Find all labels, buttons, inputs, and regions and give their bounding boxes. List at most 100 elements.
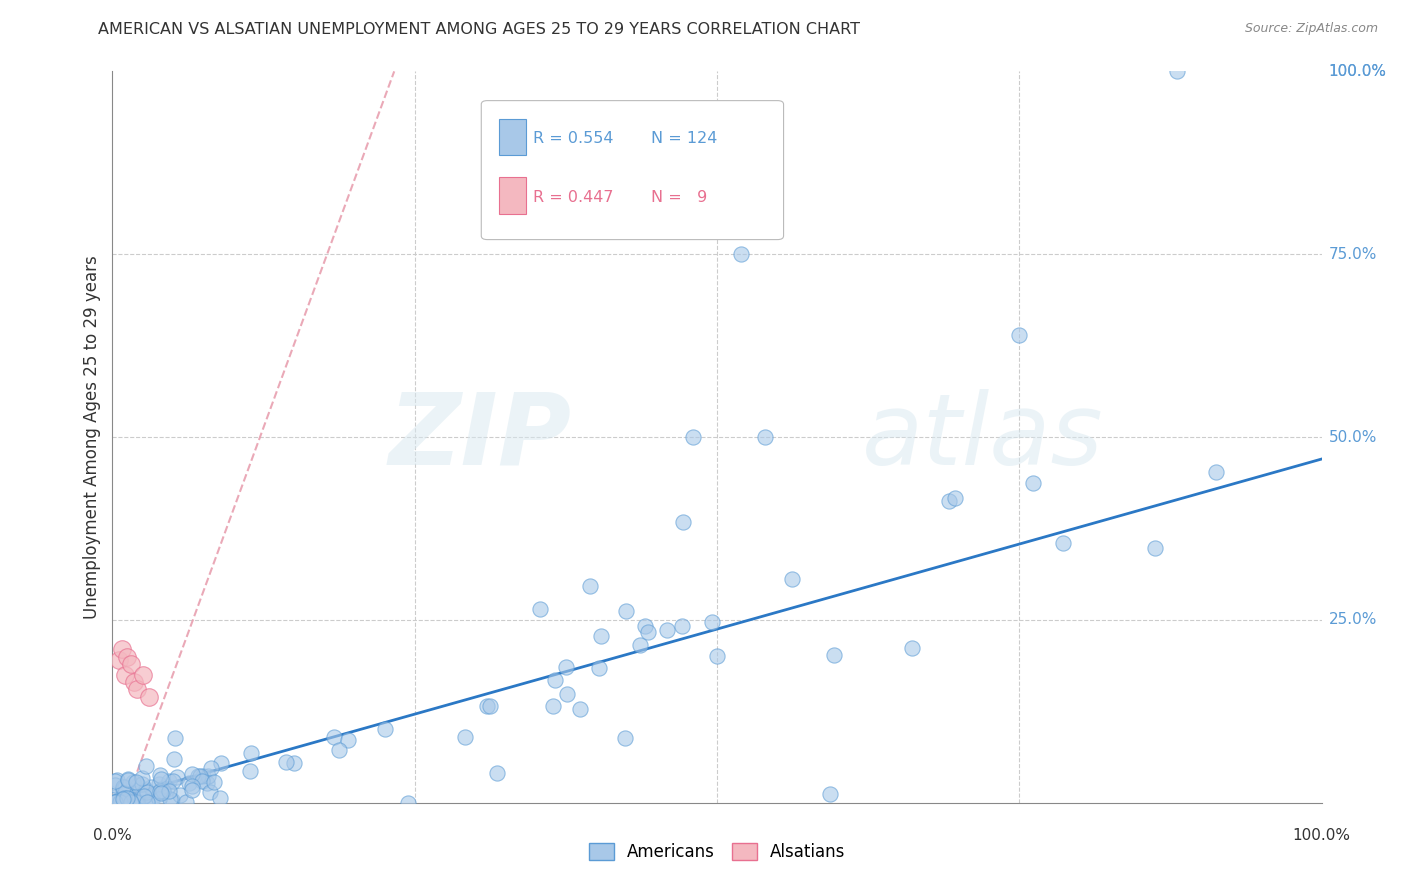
Point (200, 761, 222, 775)
Point (138, 690, 160, 704)
Point (191, 774, 214, 789)
Point (112, 780, 135, 795)
Text: R = 0.447: R = 0.447 (533, 190, 614, 204)
Point (117, 773, 139, 788)
Point (568, 701, 591, 715)
Point (114, 794, 136, 808)
Text: AMERICAN VS ALSATIAN UNEMPLOYMENT AMONG AGES 25 TO 29 YEARS CORRELATION CHART: AMERICAN VS ALSATIAN UNEMPLOYMENT AMONG … (98, 22, 860, 37)
Point (166, 770, 188, 784)
Point (157, 784, 180, 798)
Point (104, 774, 127, 789)
Point (165, 731, 187, 745)
Text: 50.0%: 50.0% (1329, 430, 1376, 444)
Point (136, 795, 159, 809)
Point (135, 782, 157, 797)
Point (104, 789, 127, 804)
Point (454, 730, 477, 744)
Point (614, 604, 637, 618)
Point (628, 638, 651, 652)
Point (111, 642, 134, 657)
Point (115, 790, 138, 805)
Point (159, 791, 181, 805)
Point (115, 795, 138, 809)
Text: 0.0%: 0.0% (93, 828, 132, 843)
Point (124, 795, 146, 809)
Point (1205, 465, 1227, 479)
Point (197, 769, 219, 783)
Point (125, 682, 148, 697)
Point (124, 795, 146, 809)
Point (114, 667, 136, 681)
Point (672, 515, 695, 529)
Point (108, 795, 131, 809)
Text: atlas: atlas (862, 389, 1104, 485)
Point (127, 778, 149, 792)
Point (128, 795, 150, 809)
Point (613, 731, 636, 745)
Point (115, 791, 138, 805)
Point (148, 777, 170, 791)
Point (938, 494, 960, 508)
Point (139, 795, 162, 809)
Text: 100.0%: 100.0% (1292, 828, 1351, 843)
Point (112, 795, 135, 809)
Point (131, 771, 153, 785)
Text: 25.0%: 25.0% (1329, 613, 1376, 627)
Bar (499, 119, 526, 155)
Point (160, 793, 183, 807)
Text: 75.0%: 75.0% (1329, 247, 1376, 261)
Text: 100.0%: 100.0% (1329, 64, 1386, 78)
Point (181, 767, 204, 781)
Point (374, 723, 396, 737)
Point (112, 781, 135, 796)
Point (131, 777, 153, 791)
Point (901, 641, 924, 656)
Text: 100.0%: 100.0% (1329, 64, 1386, 78)
Point (823, 648, 845, 663)
Point (529, 602, 551, 616)
Point (591, 629, 613, 643)
Point (579, 579, 602, 593)
Point (337, 733, 360, 747)
Point (127, 786, 149, 800)
Point (323, 730, 346, 744)
Point (655, 624, 678, 638)
Point (181, 779, 204, 793)
Point (486, 766, 509, 780)
Point (162, 773, 184, 788)
Point (104, 795, 127, 809)
Point (141, 793, 163, 807)
Point (149, 784, 172, 798)
Point (149, 785, 172, 799)
Point (943, 491, 966, 505)
Point (730, 247, 752, 261)
Point (202, 775, 225, 789)
Text: ZIP: ZIP (389, 389, 572, 485)
Text: R = 0.554: R = 0.554 (533, 131, 614, 146)
Point (555, 687, 578, 701)
Point (122, 675, 145, 690)
Point (112, 792, 135, 806)
Point (120, 795, 142, 809)
Point (544, 673, 567, 687)
Point (110, 795, 132, 809)
Point (209, 756, 232, 770)
Point (112, 791, 135, 805)
Point (706, 196, 728, 211)
Point (396, 796, 419, 810)
Point (169, 788, 191, 802)
Point (132, 667, 155, 681)
Point (188, 769, 211, 783)
Point (163, 752, 186, 766)
FancyBboxPatch shape (481, 101, 783, 240)
Point (588, 660, 610, 674)
Point (754, 430, 776, 444)
Point (135, 785, 157, 799)
Bar (499, 178, 526, 214)
Point (179, 775, 201, 789)
Point (156, 781, 179, 796)
Point (111, 795, 134, 809)
Point (120, 657, 142, 671)
Point (700, 615, 723, 629)
Point (706, 648, 728, 663)
